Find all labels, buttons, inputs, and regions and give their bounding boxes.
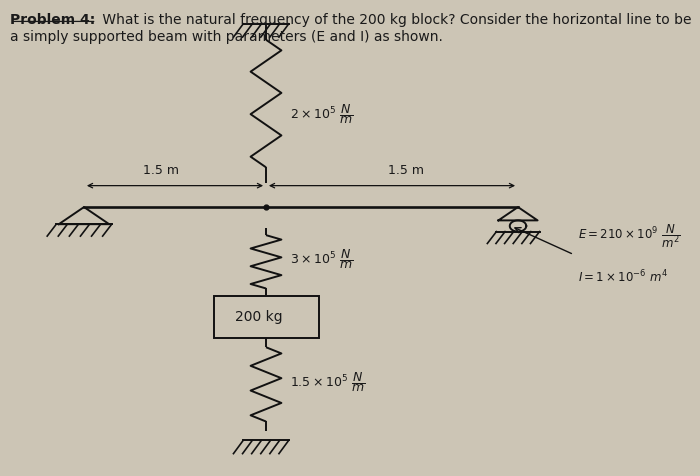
Text: 1.5 m: 1.5 m: [388, 164, 424, 177]
Text: $I = 1 \times 10^{-6}\ m^4$: $I = 1 \times 10^{-6}\ m^4$: [578, 269, 667, 286]
Text: a simply supported beam with parameters (E and I) as shown.: a simply supported beam with parameters …: [10, 30, 442, 43]
Text: $3 \times 10^5\ \dfrac{N}{m}$: $3 \times 10^5\ \dfrac{N}{m}$: [290, 248, 354, 271]
Text: 200 kg: 200 kg: [235, 310, 283, 324]
Text: What is the natural frequency of the 200 kg block? Consider the horizontal line : What is the natural frequency of the 200…: [98, 13, 692, 27]
Text: $E = 210 \times 10^9\ \dfrac{N}{m^2}$: $E = 210 \times 10^9\ \dfrac{N}{m^2}$: [578, 222, 680, 250]
Bar: [214, 296, 318, 338]
Text: Problem 4:: Problem 4:: [10, 13, 95, 27]
Text: 1.5 m: 1.5 m: [143, 164, 179, 177]
Text: $2 \times 10^5\ \dfrac{N}{m}$: $2 \times 10^5\ \dfrac{N}{m}$: [290, 102, 354, 126]
Text: $1.5 \times 10^5\ \dfrac{N}{m}$: $1.5 \times 10^5\ \dfrac{N}{m}$: [290, 370, 366, 394]
